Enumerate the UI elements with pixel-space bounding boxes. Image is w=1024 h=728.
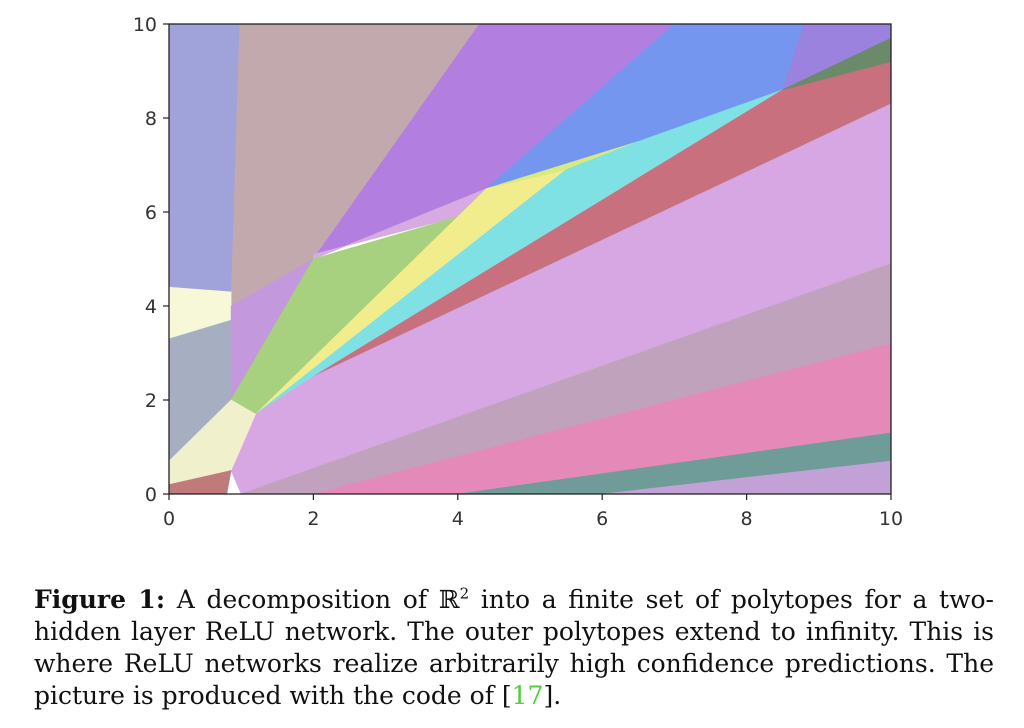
- x-tick-label: 0: [163, 508, 175, 530]
- polytope-regions: [168, 23, 892, 495]
- y-tick-label: 4: [145, 296, 157, 318]
- figure-label: Figure 1:: [34, 585, 166, 614]
- caption-superscript: 2: [459, 584, 470, 603]
- x-tick-label: 8: [741, 508, 753, 530]
- caption-text-start: A decomposition of ℝ: [176, 585, 460, 614]
- caption-text-end: ].: [543, 681, 562, 710]
- plot-axes: 0 2 4 6 8 10 0 2 4 6 8 10: [133, 14, 903, 530]
- plot-frame: [168, 23, 892, 495]
- plot-svg: 0 2 4 6 8 10 0 2 4 6 8 10: [133, 14, 903, 530]
- figure-plot: 0 2 4 6 8 10 0 2 4 6 8 10: [133, 14, 903, 530]
- polytope-region-1: [168, 23, 241, 293]
- y-tick-label: 8: [145, 108, 157, 130]
- figure-caption: Figure 1: A decomposition of ℝ2 into a f…: [34, 584, 994, 712]
- x-tick-label: 2: [307, 508, 319, 530]
- y-tick-label: 0: [145, 484, 157, 506]
- y-tick-label: 10: [133, 14, 157, 36]
- y-tick-label: 6: [145, 202, 157, 224]
- x-tick-label: 10: [879, 508, 903, 530]
- x-tick-label: 4: [452, 508, 464, 530]
- citation-link[interactable]: 17: [511, 681, 544, 710]
- caption-text-middle: into a finite set of polytopes for a two…: [34, 585, 994, 710]
- y-tick-label: 2: [145, 390, 157, 412]
- x-tick-label: 6: [596, 508, 608, 530]
